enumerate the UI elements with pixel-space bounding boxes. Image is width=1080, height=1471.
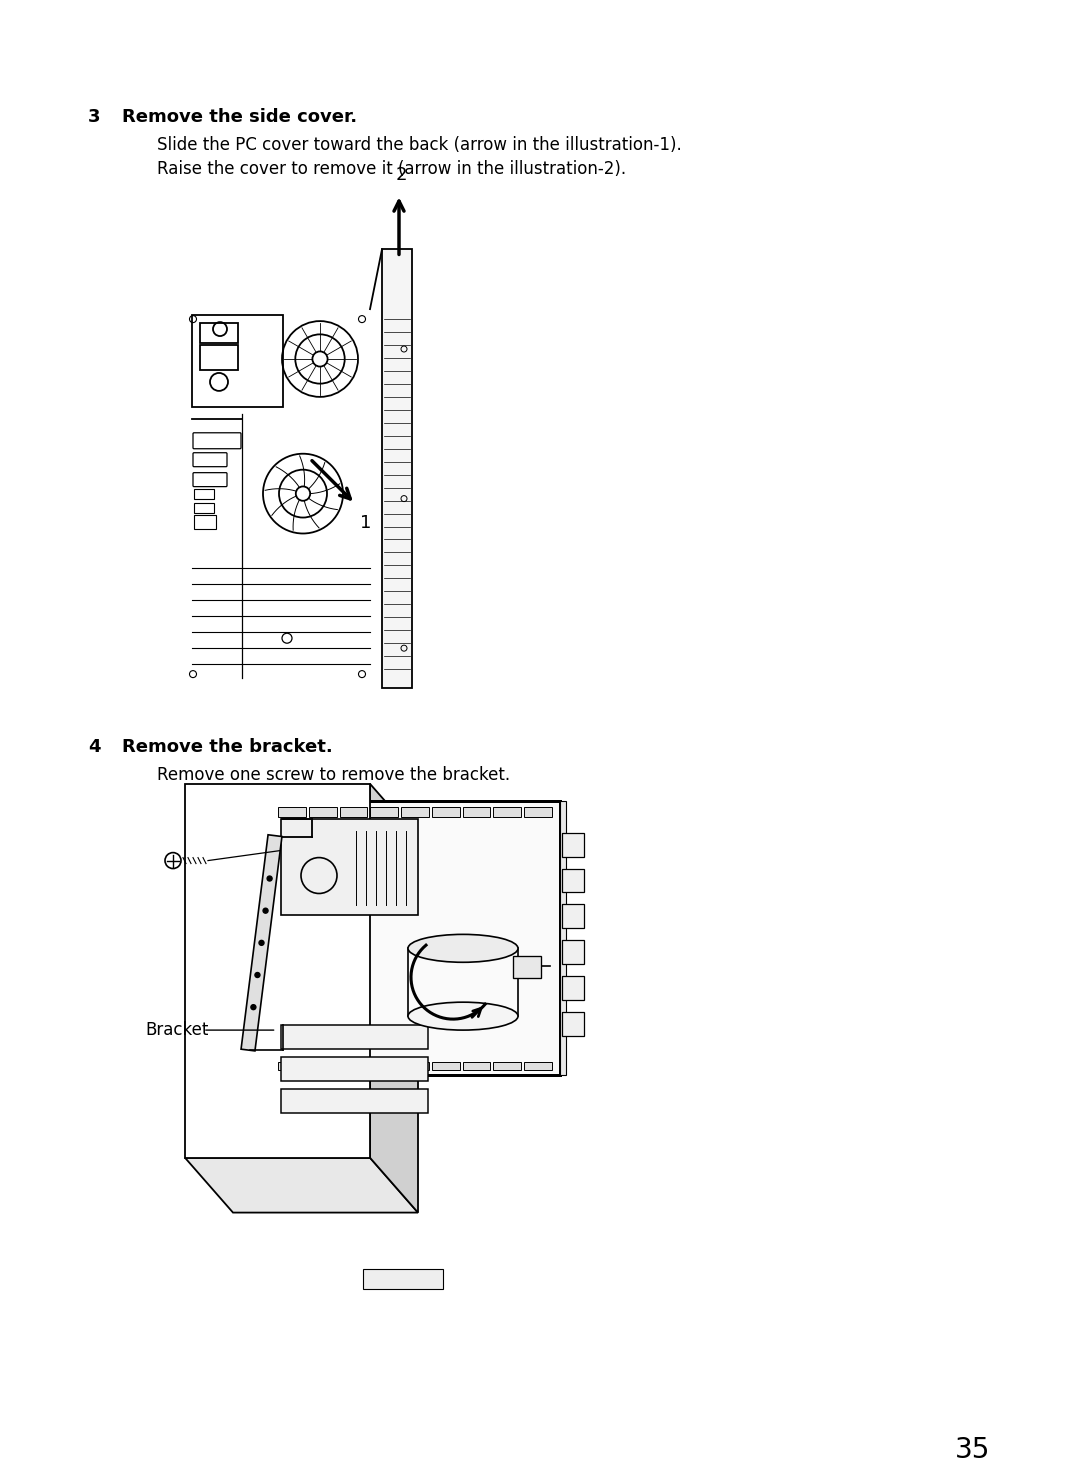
Bar [524,806,552,816]
Bar [401,806,429,816]
Polygon shape [185,784,370,1158]
Bar [462,806,490,816]
Polygon shape [185,1158,418,1212]
Text: Bracket: Bracket [145,1021,208,1039]
Circle shape [267,877,272,881]
Bar [562,940,584,965]
Bar [561,800,566,1075]
Bar [278,1062,306,1069]
Bar [513,956,541,978]
Bar [281,819,418,915]
Ellipse shape [408,1002,518,1030]
Text: Remove the side cover.: Remove the side cover. [122,107,357,125]
Bar [281,1089,428,1114]
Bar [194,503,214,512]
Text: Remove the bracket.: Remove the bracket. [122,738,333,756]
Bar [194,515,216,528]
Bar [562,833,584,856]
Bar [494,1062,522,1069]
Bar [401,1062,429,1069]
Circle shape [255,972,260,978]
Bar [281,1025,428,1049]
Polygon shape [382,249,411,688]
Ellipse shape [408,934,518,962]
Text: 3: 3 [87,107,100,125]
Bar [192,315,283,407]
Bar [494,806,522,816]
Bar [278,806,306,816]
Bar [281,1058,428,1081]
Polygon shape [370,784,418,1212]
Text: 4: 4 [87,738,100,756]
Bar [309,1062,337,1069]
Circle shape [251,1005,256,1009]
Text: 2: 2 [395,166,407,184]
Bar [273,800,561,1075]
Bar [194,488,214,499]
Bar [562,868,584,893]
Bar [370,806,399,816]
Text: 35: 35 [955,1436,990,1464]
Circle shape [165,853,181,868]
Bar [432,806,460,816]
Text: Remove one screw to remove the bracket.: Remove one screw to remove the bracket. [157,766,510,784]
Bar [200,346,238,371]
Polygon shape [241,834,282,1050]
Text: Raise the cover to remove it (arrow in the illustration-2).: Raise the cover to remove it (arrow in t… [157,159,626,178]
Circle shape [259,940,264,946]
Bar [309,806,337,816]
Bar [562,905,584,928]
Circle shape [264,908,268,913]
Bar [370,1062,399,1069]
Text: Slide the PC cover toward the back (arrow in the illustration-1).: Slide the PC cover toward the back (arro… [157,135,681,153]
Bar [339,1062,367,1069]
Bar [562,977,584,1000]
Bar [432,1062,460,1069]
Bar [339,806,367,816]
Bar [462,1062,490,1069]
Bar [562,1012,584,1036]
Bar [200,324,238,343]
Text: 1: 1 [360,513,372,531]
Bar [363,1269,443,1290]
Bar [524,1062,552,1069]
